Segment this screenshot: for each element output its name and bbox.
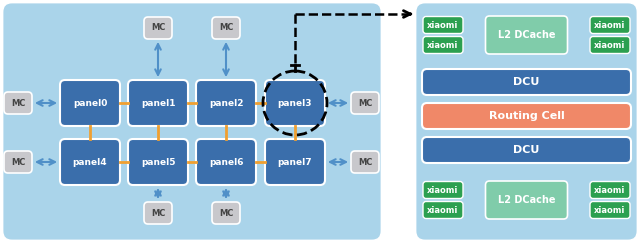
Text: panel0: panel0 (73, 98, 107, 107)
Text: panel5: panel5 (141, 157, 175, 166)
Text: DCU: DCU (513, 77, 540, 87)
Text: DCU: DCU (513, 145, 540, 155)
Text: xiaomi: xiaomi (595, 185, 626, 194)
Text: panel3: panel3 (278, 98, 312, 107)
FancyBboxPatch shape (415, 2, 638, 241)
FancyBboxPatch shape (144, 17, 172, 39)
Text: panel4: panel4 (73, 157, 108, 166)
Text: panel6: panel6 (209, 157, 243, 166)
Text: xiaomi: xiaomi (595, 20, 626, 29)
Text: MC: MC (11, 157, 25, 166)
Text: xiaomi: xiaomi (428, 185, 459, 194)
FancyBboxPatch shape (422, 69, 631, 95)
Text: L2 DCache: L2 DCache (498, 30, 556, 40)
Text: MC: MC (151, 24, 165, 33)
FancyBboxPatch shape (590, 182, 630, 199)
Text: xiaomi: xiaomi (595, 206, 626, 215)
FancyBboxPatch shape (590, 17, 630, 34)
FancyBboxPatch shape (486, 181, 568, 219)
FancyBboxPatch shape (196, 80, 256, 126)
Text: MC: MC (11, 98, 25, 107)
FancyBboxPatch shape (265, 80, 325, 126)
Text: panel2: panel2 (209, 98, 243, 107)
FancyBboxPatch shape (60, 139, 120, 185)
FancyBboxPatch shape (351, 151, 379, 173)
FancyBboxPatch shape (212, 17, 240, 39)
FancyBboxPatch shape (2, 2, 382, 241)
FancyBboxPatch shape (144, 202, 172, 224)
Text: MC: MC (151, 208, 165, 217)
FancyBboxPatch shape (4, 151, 32, 173)
Text: L2 DCache: L2 DCache (498, 195, 556, 205)
FancyBboxPatch shape (423, 201, 463, 218)
Text: xiaomi: xiaomi (428, 41, 459, 50)
FancyBboxPatch shape (486, 16, 568, 54)
Text: MC: MC (358, 157, 372, 166)
Text: panel1: panel1 (141, 98, 175, 107)
Text: xiaomi: xiaomi (595, 41, 626, 50)
Text: MC: MC (219, 24, 233, 33)
FancyBboxPatch shape (196, 139, 256, 185)
FancyBboxPatch shape (590, 201, 630, 218)
FancyBboxPatch shape (423, 17, 463, 34)
FancyBboxPatch shape (590, 36, 630, 53)
FancyBboxPatch shape (423, 182, 463, 199)
Text: xiaomi: xiaomi (428, 20, 459, 29)
FancyBboxPatch shape (4, 92, 32, 114)
FancyBboxPatch shape (265, 139, 325, 185)
FancyBboxPatch shape (351, 92, 379, 114)
FancyBboxPatch shape (422, 103, 631, 129)
Text: xiaomi: xiaomi (428, 206, 459, 215)
FancyBboxPatch shape (423, 36, 463, 53)
Text: MC: MC (219, 208, 233, 217)
FancyBboxPatch shape (128, 80, 188, 126)
FancyBboxPatch shape (422, 137, 631, 163)
Text: Routing Cell: Routing Cell (488, 111, 564, 121)
Text: MC: MC (358, 98, 372, 107)
Text: panel7: panel7 (278, 157, 312, 166)
FancyBboxPatch shape (212, 202, 240, 224)
FancyBboxPatch shape (60, 80, 120, 126)
FancyBboxPatch shape (128, 139, 188, 185)
